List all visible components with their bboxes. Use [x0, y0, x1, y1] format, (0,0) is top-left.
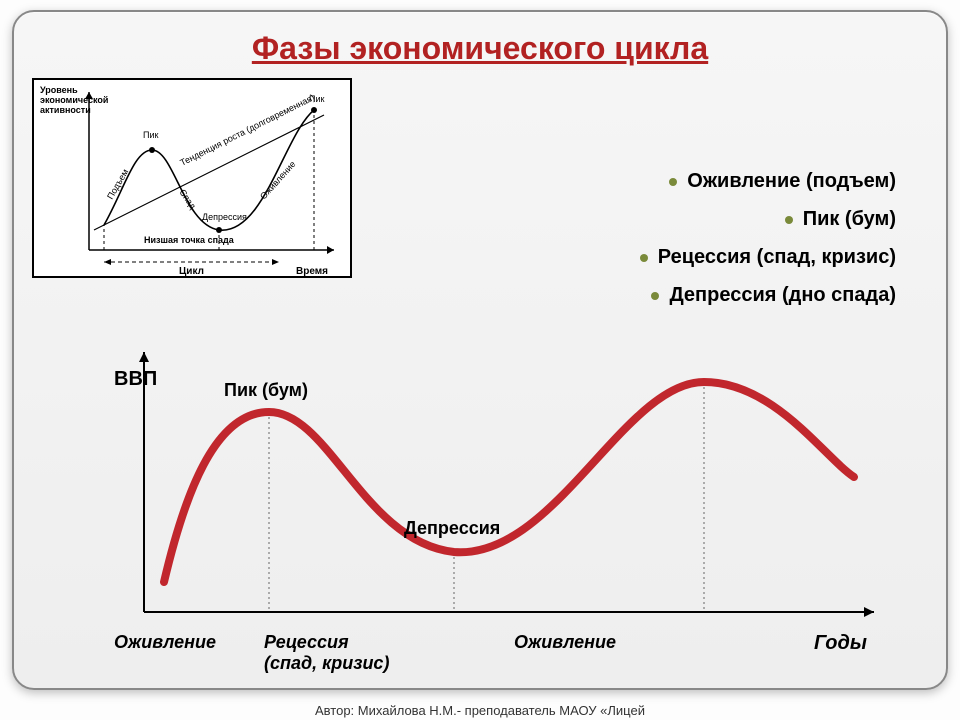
- bullet-label: Рецессия (спад, кризис): [658, 246, 896, 268]
- bullet-item: Оживление (подъем): [640, 162, 896, 200]
- bullet-label: Пик (бум): [803, 208, 896, 230]
- chart-label: Оживление: [114, 632, 216, 653]
- bullet-dot-icon: [669, 178, 677, 186]
- mini-diagram: Уровеньэкономическойактивности Тенденция…: [32, 78, 352, 278]
- svg-text:Пик: Пик: [143, 130, 158, 140]
- slide-title: Фазы экономического цикла: [14, 30, 946, 67]
- bullet-item: Пик (бум): [640, 200, 896, 238]
- svg-text:Низшая точка спада: Низшая точка спада: [144, 235, 235, 245]
- footer-text: Автор: Михайлова Н.М.- преподаватель МАО…: [0, 703, 960, 718]
- svg-text:Тенденция роста (долговременна: Тенденция роста (долговременная): [178, 92, 316, 168]
- chart-label: Рецессия(спад, кризис): [264, 632, 389, 674]
- svg-text:Депрессия: Депрессия: [202, 212, 247, 222]
- svg-text:Цикл: Цикл: [179, 266, 204, 277]
- bullet-dot-icon: [640, 254, 648, 262]
- svg-text:Оживление: Оживление: [258, 159, 297, 201]
- chart-label: Депрессия: [404, 518, 500, 539]
- bullet-dot-icon: [651, 292, 659, 300]
- svg-text:Спад: Спад: [177, 187, 198, 211]
- mini-svg: Тенденция роста (долговременная) Подъем Пи…: [34, 80, 354, 280]
- svg-text:Пик: Пик: [309, 94, 324, 104]
- bullet-label: Депрессия (дно спада): [669, 284, 896, 306]
- bullet-dot-icon: [785, 216, 793, 224]
- chart-label: ВВП: [114, 368, 157, 391]
- bullet-list: Оживление (подъем) Пик (бум) Рецессия (спа…: [640, 162, 896, 314]
- svg-text:Подъем: Подъем: [105, 167, 130, 201]
- slide-card: Фазы экономического цикла Уровеньэкономи…: [12, 10, 948, 690]
- bullet-label: Оживление (подъем): [687, 170, 896, 192]
- chart-label: Оживление: [514, 632, 616, 653]
- chart-label: Годы: [814, 632, 867, 655]
- bullet-item: Рецессия (спад, кризис): [640, 238, 896, 276]
- chart-label: Пик (бум): [224, 380, 308, 401]
- bullet-item: Депрессия (дно спада): [640, 276, 896, 314]
- main-chart: ВВП Годы Пик (бум) Депрессия Оживление Рецесс…: [94, 332, 894, 672]
- svg-text:Время: Время: [296, 266, 328, 277]
- chart-svg: [94, 332, 894, 672]
